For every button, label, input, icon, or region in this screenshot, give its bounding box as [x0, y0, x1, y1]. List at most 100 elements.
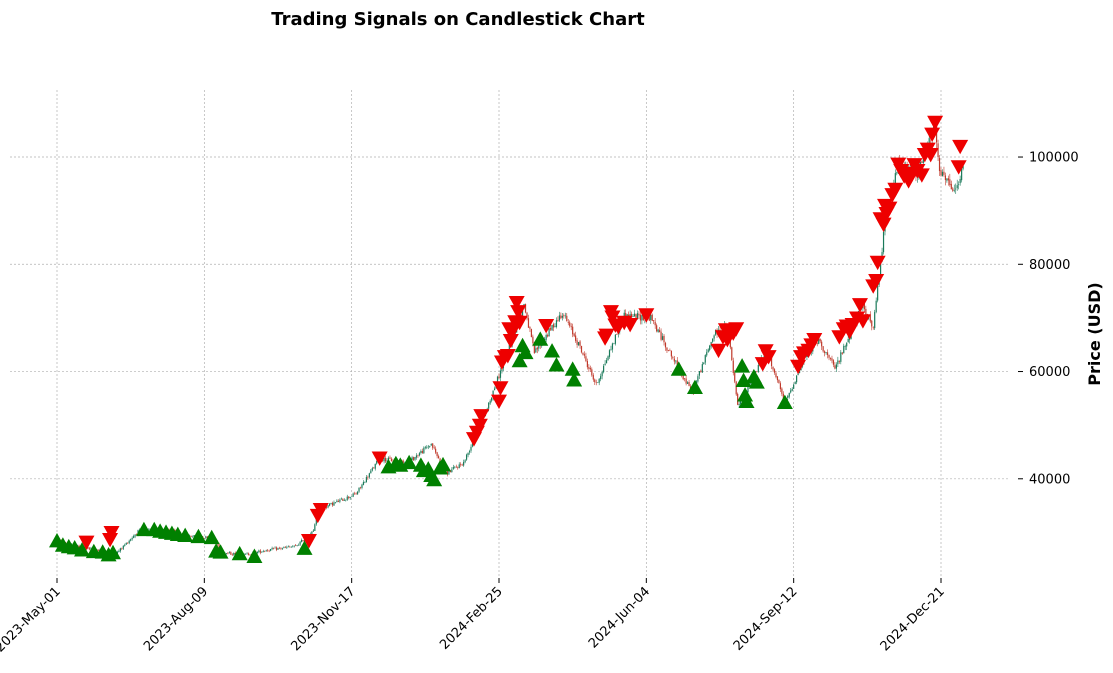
- candle-body: [411, 457, 413, 460]
- candle-body: [863, 302, 865, 310]
- candle-body: [682, 375, 684, 380]
- candle-body: [508, 344, 510, 353]
- candle-body: [778, 379, 780, 384]
- candle-body: [664, 342, 667, 348]
- candle-body: [663, 335, 665, 343]
- candle-body: [532, 336, 534, 344]
- buy-signal-marker: [517, 344, 534, 360]
- x-tick-label: 2023-Nov-17: [288, 584, 358, 654]
- candle-body: [261, 551, 263, 553]
- candle-body: [633, 313, 636, 317]
- candle-body: [125, 542, 127, 545]
- candle-body: [521, 308, 524, 317]
- candle-body: [354, 493, 356, 495]
- candle-body: [489, 400, 491, 404]
- sell-signal-marker: [78, 535, 95, 551]
- sell-signal-marker: [869, 255, 886, 271]
- candle-body: [844, 346, 846, 347]
- candle-body: [432, 443, 434, 448]
- candle-body: [790, 390, 792, 393]
- candle-body: [557, 320, 559, 322]
- candle-body: [961, 168, 963, 181]
- candle-body: [865, 308, 867, 315]
- candle-body: [667, 350, 670, 352]
- candle-body: [137, 530, 139, 535]
- buy-signal-marker: [670, 361, 687, 376]
- sell-signal-marker: [952, 139, 969, 155]
- candle-body: [579, 341, 581, 346]
- candle-body: [654, 321, 656, 326]
- candle-body: [585, 356, 587, 362]
- candle-body: [460, 464, 462, 465]
- buy-signal-marker: [748, 374, 765, 389]
- candle-body: [315, 517, 317, 525]
- candle-body: [819, 338, 821, 342]
- candle-body: [625, 313, 627, 319]
- candle-body: [949, 179, 951, 186]
- candle-body: [298, 544, 300, 546]
- candle-body: [747, 386, 749, 393]
- sell-signal-marker: [851, 298, 868, 313]
- candle-body: [362, 482, 365, 485]
- candle-body: [661, 336, 664, 340]
- candle-body: [458, 464, 460, 469]
- candle-body: [421, 451, 423, 453]
- candle-body: [374, 463, 376, 469]
- candle-body: [605, 360, 608, 364]
- candle-body: [575, 335, 577, 341]
- candle-body: [451, 469, 453, 473]
- candle-body: [499, 370, 502, 378]
- candle-body: [436, 452, 438, 457]
- candle-body: [283, 547, 285, 549]
- buy-signal-marker: [532, 331, 549, 346]
- buy-signal-marker: [686, 379, 703, 395]
- candle-body: [345, 499, 347, 501]
- candle-body: [882, 231, 885, 253]
- candle-body: [427, 446, 429, 448]
- candle-body: [737, 393, 739, 405]
- candle-body: [831, 358, 833, 361]
- sell-signal-marker: [103, 526, 120, 541]
- candle-body: [791, 388, 793, 391]
- buy-signal-marker: [135, 521, 152, 537]
- candle-body: [311, 531, 313, 534]
- candle-body: [738, 404, 740, 406]
- axes: 2023-May-01 2023-Aug-09 2023-Nov-17 2024-Fe…: [0, 151, 1079, 656]
- candle-body: [555, 320, 558, 327]
- candle-body: [595, 382, 597, 383]
- candle-body: [218, 543, 220, 548]
- candle-body: [384, 457, 387, 462]
- candle-body: [424, 447, 426, 448]
- candle-body: [712, 338, 714, 342]
- sell-signal-marker: [881, 201, 898, 216]
- candle-body: [488, 402, 490, 409]
- candle-body: [896, 172, 898, 174]
- candle-body: [230, 552, 232, 555]
- sell-signal-marker: [502, 334, 519, 349]
- candle-body: [825, 352, 827, 354]
- candle-body: [632, 316, 634, 318]
- x-tick-label: 2024-Jun-04: [586, 584, 653, 651]
- candle-body: [648, 316, 650, 321]
- candle-body: [463, 462, 465, 466]
- candle-body: [561, 315, 563, 318]
- candle-body: [635, 314, 637, 320]
- candle-body: [588, 367, 590, 369]
- candle-body: [787, 396, 789, 399]
- candle-body: [775, 373, 777, 378]
- candle-body: [122, 545, 124, 549]
- candle-body: [491, 397, 493, 401]
- candle-body: [135, 534, 138, 535]
- sell-signal-marker: [510, 305, 527, 320]
- buy-signal-marker: [566, 372, 583, 387]
- candle-body: [796, 375, 798, 383]
- candle-body: [641, 315, 643, 321]
- candle-body: [264, 551, 266, 552]
- candle-body: [698, 371, 700, 376]
- candle-body: [265, 550, 267, 552]
- sell-signal-marker: [868, 273, 885, 289]
- candle-body: [246, 553, 248, 555]
- candle-body: [921, 161, 923, 163]
- candle-body: [312, 530, 314, 532]
